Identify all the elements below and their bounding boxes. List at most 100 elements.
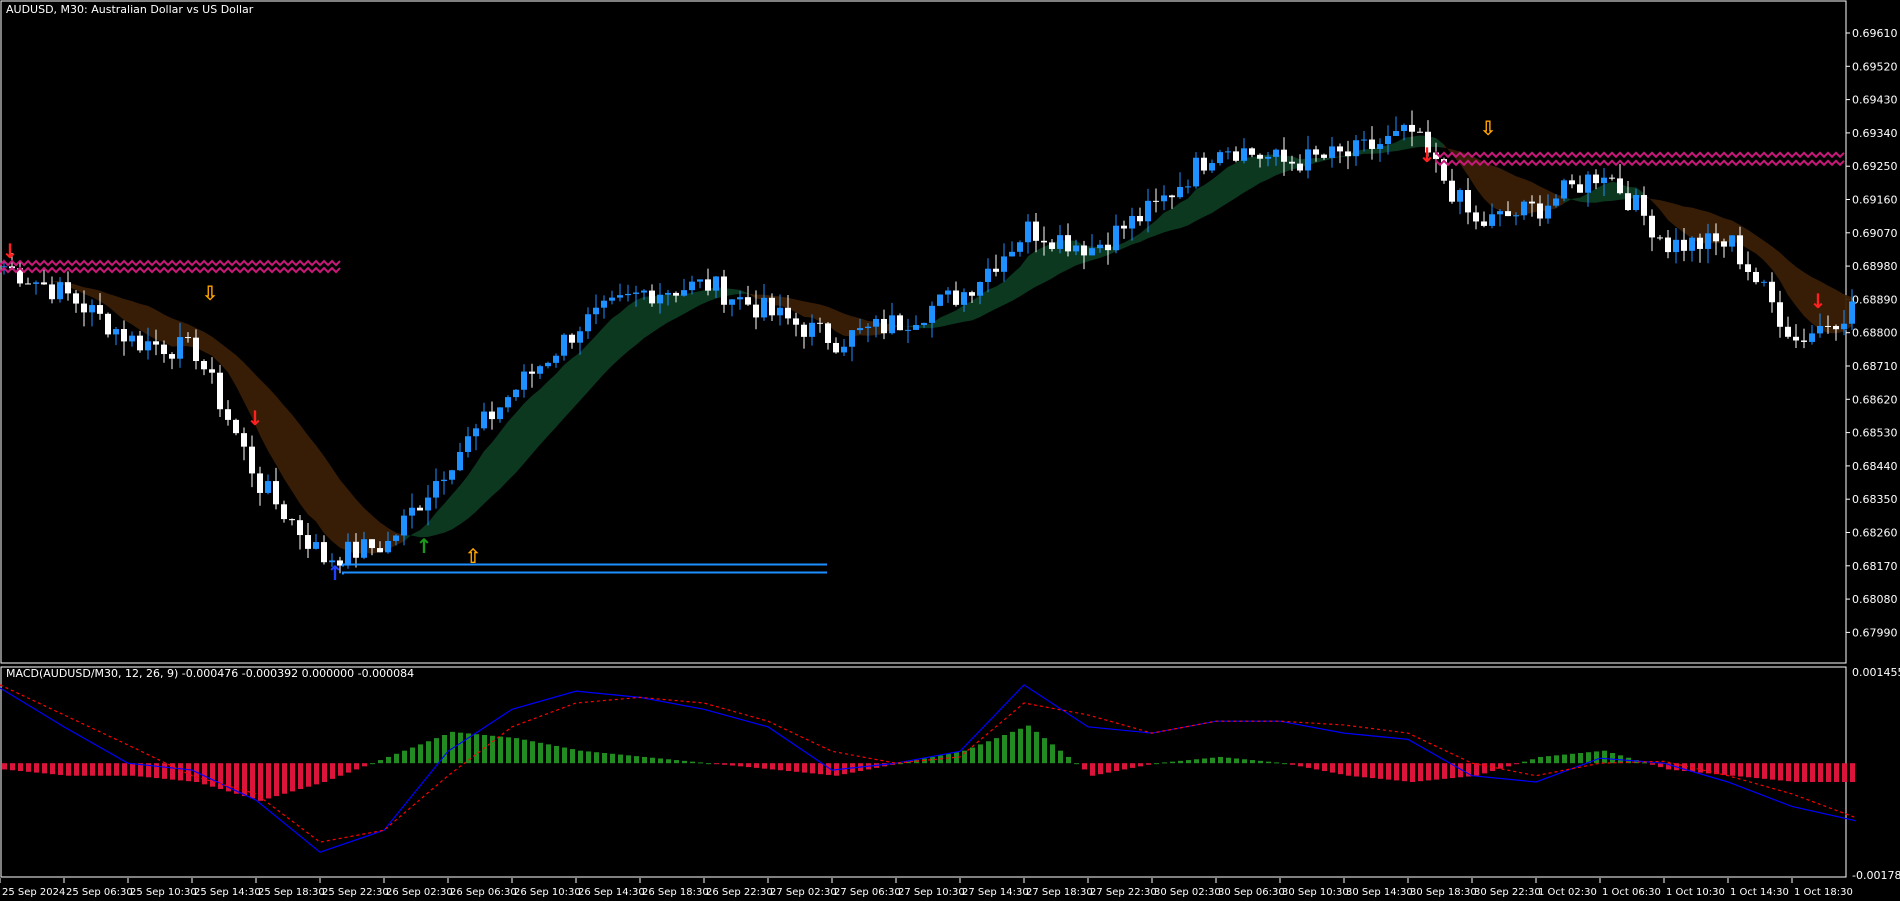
cloud-segment xyxy=(1404,136,1412,150)
time-tick-label: 25 Sep 06:30 xyxy=(66,887,133,898)
candle-body xyxy=(1145,200,1151,222)
candle-body xyxy=(265,481,271,493)
cloud-segment xyxy=(940,314,948,327)
cloud-segment xyxy=(140,303,148,336)
cloud-segment xyxy=(492,432,500,497)
macd-histogram-bar xyxy=(1818,763,1823,782)
macd-histogram-bar xyxy=(618,754,623,764)
candle-body xyxy=(1025,221,1031,243)
candle-body xyxy=(1833,325,1839,330)
macd-histogram-bar xyxy=(650,757,655,764)
price-tick-label: 0.68620 xyxy=(1852,393,1898,406)
candle-body xyxy=(1681,239,1687,251)
macd-histogram-bar xyxy=(1578,753,1583,764)
macd-histogram-bar xyxy=(906,761,911,764)
signal-arrow-icon: ⇧ xyxy=(465,544,482,568)
macd-histogram-bar xyxy=(626,755,631,764)
cloud-segment xyxy=(1156,212,1164,236)
cloud-segment xyxy=(1804,272,1812,324)
macd-histogram-bar xyxy=(1370,763,1375,779)
time-tick-label: 27 Sep 22:30 xyxy=(1090,887,1157,898)
candle-body xyxy=(1089,248,1095,256)
cloud-segment xyxy=(1412,135,1420,149)
cloud-segment xyxy=(1036,246,1044,287)
candle-body xyxy=(1049,242,1055,249)
candle-body xyxy=(721,276,727,305)
candle-body xyxy=(385,540,391,553)
macd-histogram-bar xyxy=(986,741,991,764)
macd-histogram-bar xyxy=(898,763,903,765)
signal-arrow-icon: ↓ xyxy=(1419,143,1436,167)
candle-body xyxy=(113,329,119,335)
candle-body xyxy=(57,282,63,300)
macd-histogram-bar xyxy=(1130,763,1135,768)
macd-histogram-bar xyxy=(98,763,103,776)
candle-body xyxy=(1073,245,1079,252)
macd-histogram-bar xyxy=(1706,763,1711,774)
cloud-segment xyxy=(1788,260,1796,307)
cloud-segment xyxy=(204,331,212,356)
cloud-segment xyxy=(524,395,532,464)
cloud-segment xyxy=(1244,157,1252,193)
macd-histogram-bar xyxy=(1138,763,1143,767)
cloud-segment xyxy=(452,485,460,530)
macd-histogram-bar xyxy=(1834,763,1839,782)
candle-body xyxy=(1561,180,1567,199)
macd-histogram-bar xyxy=(954,752,959,764)
macd-histogram-bar xyxy=(1786,763,1791,782)
macd-histogram-bar xyxy=(1298,763,1303,767)
cloud-segment xyxy=(308,435,316,522)
macd-histogram-bar xyxy=(1338,763,1343,775)
cloud-segment xyxy=(980,289,988,318)
macd-histogram-bar xyxy=(1186,760,1191,764)
chart-title: AUDUSD, M30: Australian Dollar vs US Dol… xyxy=(6,3,254,16)
candle-body xyxy=(457,451,463,471)
macd-histogram-bar xyxy=(1474,763,1479,776)
candle-body xyxy=(1545,205,1551,219)
time-tick-label: 30 Sep 10:30 xyxy=(1282,887,1349,898)
macd-histogram-bar xyxy=(1050,744,1055,764)
macd-histogram-bar xyxy=(746,763,751,768)
cloud-segment xyxy=(692,291,700,310)
macd-histogram-bar xyxy=(1546,756,1551,764)
macd-histogram-bar xyxy=(1250,760,1255,764)
macd-histogram-bar xyxy=(690,761,695,764)
signal-arrow-icon: ↓ xyxy=(1810,289,1827,313)
time-tick-label: 26 Sep 18:30 xyxy=(642,887,709,898)
candle-body xyxy=(441,479,447,482)
macd-main-line xyxy=(0,684,1857,853)
macd-histogram-bar xyxy=(290,763,295,792)
candle-body xyxy=(1817,325,1823,334)
candle-body xyxy=(169,354,175,359)
price-tick-label: 0.69340 xyxy=(1852,127,1898,140)
macd-histogram-bar xyxy=(794,763,799,772)
time-tick-label: 30 Sep 18:30 xyxy=(1410,887,1477,898)
candle-body xyxy=(1305,149,1311,171)
candle-body xyxy=(1737,235,1743,265)
cloud-segment xyxy=(100,290,108,307)
cloud-segment xyxy=(476,451,484,512)
candle-body xyxy=(1665,237,1671,253)
candle-body xyxy=(129,335,135,342)
cloud-segment xyxy=(1028,250,1036,292)
macd-histogram-bar xyxy=(698,762,703,764)
candle-body xyxy=(1841,323,1847,330)
macd-histogram-bar xyxy=(1258,760,1263,764)
candle-body xyxy=(369,539,375,549)
cloud-segment xyxy=(636,296,644,345)
macd-histogram-bar xyxy=(306,763,311,787)
macd-histogram-bar xyxy=(586,751,591,764)
macd-histogram-bar xyxy=(1754,763,1759,779)
macd-histogram-bar xyxy=(234,763,239,794)
cloud-segment xyxy=(116,296,124,320)
candle-body xyxy=(361,539,367,558)
candle-body xyxy=(593,307,599,315)
macd-histogram-bar xyxy=(282,763,287,794)
candle-body xyxy=(1553,198,1559,206)
macd-histogram-bar xyxy=(1722,763,1727,775)
cloud-segment xyxy=(276,395,284,479)
cloud-segment xyxy=(1692,207,1700,244)
macd-histogram-bar xyxy=(802,763,807,773)
